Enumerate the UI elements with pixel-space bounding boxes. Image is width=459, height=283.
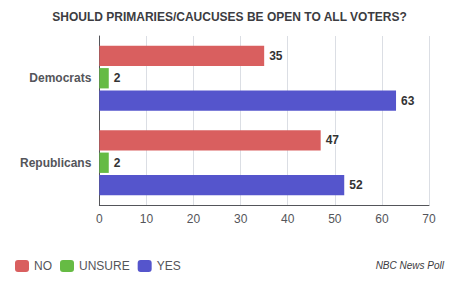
svg-text:Republicans: Republicans xyxy=(20,156,92,170)
svg-text:60: 60 xyxy=(375,212,389,226)
svg-text:NO: NO xyxy=(34,259,52,273)
svg-text:SHOULD PRIMARIES/CAUCUSES BE O: SHOULD PRIMARIES/CAUCUSES BE OPEN TO ALL… xyxy=(52,10,406,24)
svg-text:52: 52 xyxy=(349,178,363,192)
svg-text:0: 0 xyxy=(96,212,103,226)
svg-text:70: 70 xyxy=(422,212,436,226)
svg-text:YES: YES xyxy=(157,259,181,273)
svg-text:10: 10 xyxy=(140,212,154,226)
svg-text:NBC News Poll: NBC News Poll xyxy=(376,260,445,271)
svg-text:47: 47 xyxy=(326,133,340,147)
svg-text:63: 63 xyxy=(401,94,415,108)
svg-text:40: 40 xyxy=(281,212,295,226)
svg-text:20: 20 xyxy=(187,212,201,226)
svg-text:30: 30 xyxy=(234,212,248,226)
svg-text:50: 50 xyxy=(328,212,342,226)
svg-text:UNSURE: UNSURE xyxy=(79,259,130,273)
svg-text:2: 2 xyxy=(114,71,121,85)
svg-text:35: 35 xyxy=(269,49,283,63)
svg-text:Democrats: Democrats xyxy=(29,71,91,85)
svg-text:2: 2 xyxy=(114,156,121,170)
